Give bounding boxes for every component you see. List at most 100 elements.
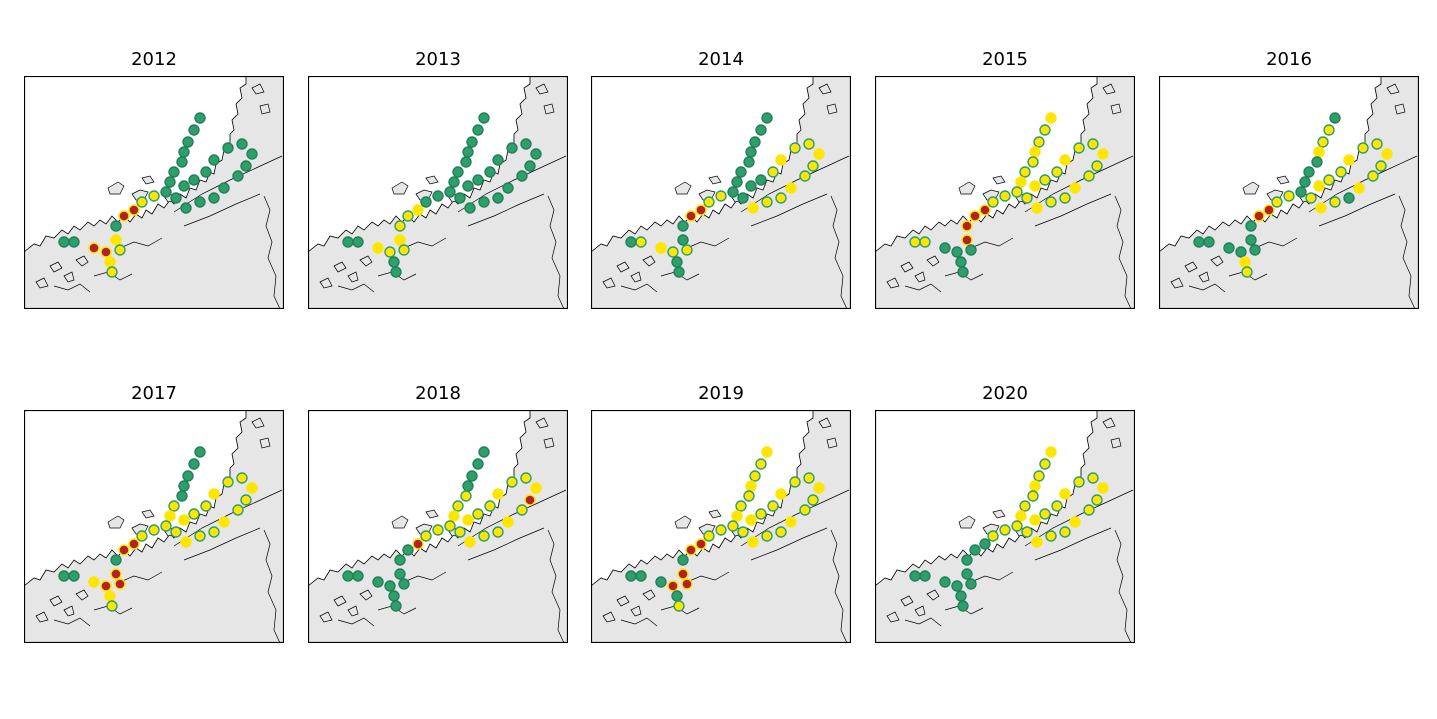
station-marker xyxy=(452,166,464,178)
station-marker xyxy=(799,170,811,182)
station-marker xyxy=(747,202,759,214)
island xyxy=(818,83,832,95)
station-marker xyxy=(170,526,182,538)
station-marker xyxy=(799,504,811,516)
map-frame xyxy=(591,410,851,643)
station-marker xyxy=(178,180,190,192)
station-marker xyxy=(813,148,825,160)
coastline-fjord xyxy=(750,527,828,561)
station-marker xyxy=(114,244,126,256)
station-marker xyxy=(118,210,130,222)
station-marker xyxy=(246,148,258,160)
station-marker xyxy=(530,148,542,160)
station-marker xyxy=(743,156,755,168)
coastline-fjord xyxy=(119,237,163,249)
station-marker xyxy=(685,544,697,556)
station-marker xyxy=(398,244,410,256)
station-marker xyxy=(939,242,951,254)
station-marker xyxy=(1059,488,1071,500)
map-frame xyxy=(24,76,284,309)
station-marker xyxy=(516,504,528,516)
station-marker xyxy=(987,530,999,542)
island xyxy=(333,595,347,607)
station-marker xyxy=(755,124,767,136)
station-marker xyxy=(394,554,406,566)
map-panel-2016: 2016 xyxy=(1159,49,1419,309)
station-marker xyxy=(1059,154,1071,166)
island xyxy=(141,509,155,519)
coastline-fjord xyxy=(457,489,567,547)
station-marker xyxy=(472,458,484,470)
station-marker xyxy=(1299,176,1311,188)
station-marker xyxy=(88,242,100,254)
coastline-fjord xyxy=(467,527,545,561)
island xyxy=(359,255,373,267)
island xyxy=(992,509,1006,519)
station-marker xyxy=(106,266,118,278)
station-marker xyxy=(478,196,490,208)
station-marker xyxy=(677,234,689,246)
station-marker xyxy=(1029,480,1041,492)
station-marker xyxy=(478,112,490,124)
station-marker xyxy=(472,174,484,186)
station-marker xyxy=(1045,446,1057,458)
station-marker xyxy=(516,170,528,182)
map-panel-2014: 2014 xyxy=(591,49,851,309)
coastline-fjord xyxy=(620,283,658,293)
station-marker xyxy=(1045,530,1057,542)
island xyxy=(425,509,439,519)
coastline-fjord xyxy=(1024,489,1134,547)
station-marker xyxy=(1193,236,1205,248)
station-marker xyxy=(695,204,707,216)
station-marker xyxy=(681,244,693,256)
station-marker xyxy=(524,494,536,506)
station-marker xyxy=(448,510,460,522)
panel-title: 2020 xyxy=(982,383,1028,404)
station-marker xyxy=(677,554,689,566)
station-marker xyxy=(194,446,206,458)
coastline-fjord xyxy=(173,489,283,547)
station-marker xyxy=(979,204,991,216)
station-marker xyxy=(240,494,252,506)
station-marker xyxy=(673,266,685,278)
station-marker xyxy=(761,196,773,208)
station-marker xyxy=(444,520,456,532)
island xyxy=(1110,103,1122,115)
station-marker xyxy=(372,242,384,254)
station-marker xyxy=(462,480,474,492)
coastline-fjord xyxy=(1024,155,1134,213)
station-marker xyxy=(168,166,180,178)
station-marker xyxy=(394,234,406,246)
station-marker xyxy=(492,526,504,538)
station-marker xyxy=(1045,112,1057,124)
station-marker xyxy=(222,142,234,154)
island xyxy=(359,589,373,601)
station-marker xyxy=(402,544,414,556)
station-marker xyxy=(388,590,400,602)
island xyxy=(391,181,409,195)
station-marker xyxy=(208,488,220,500)
station-marker xyxy=(1315,202,1327,214)
station-marker xyxy=(342,236,354,248)
map-frame xyxy=(308,76,568,309)
island xyxy=(391,515,409,529)
island xyxy=(35,611,49,623)
station-marker xyxy=(939,576,951,588)
station-marker xyxy=(673,600,685,612)
island xyxy=(958,181,976,195)
coastline-fjord xyxy=(263,195,281,309)
station-marker xyxy=(88,576,100,588)
island xyxy=(535,417,549,429)
station-marker xyxy=(492,192,504,204)
station-marker xyxy=(747,536,759,548)
island xyxy=(958,515,976,529)
station-marker xyxy=(1011,186,1023,198)
station-marker xyxy=(170,192,182,204)
station-marker xyxy=(715,190,727,202)
coastline-fjord xyxy=(1398,195,1416,309)
station-marker xyxy=(1245,234,1257,246)
coastline-fjord xyxy=(467,193,545,227)
station-marker xyxy=(655,576,667,588)
island xyxy=(1110,437,1122,449)
station-marker xyxy=(1335,166,1347,178)
